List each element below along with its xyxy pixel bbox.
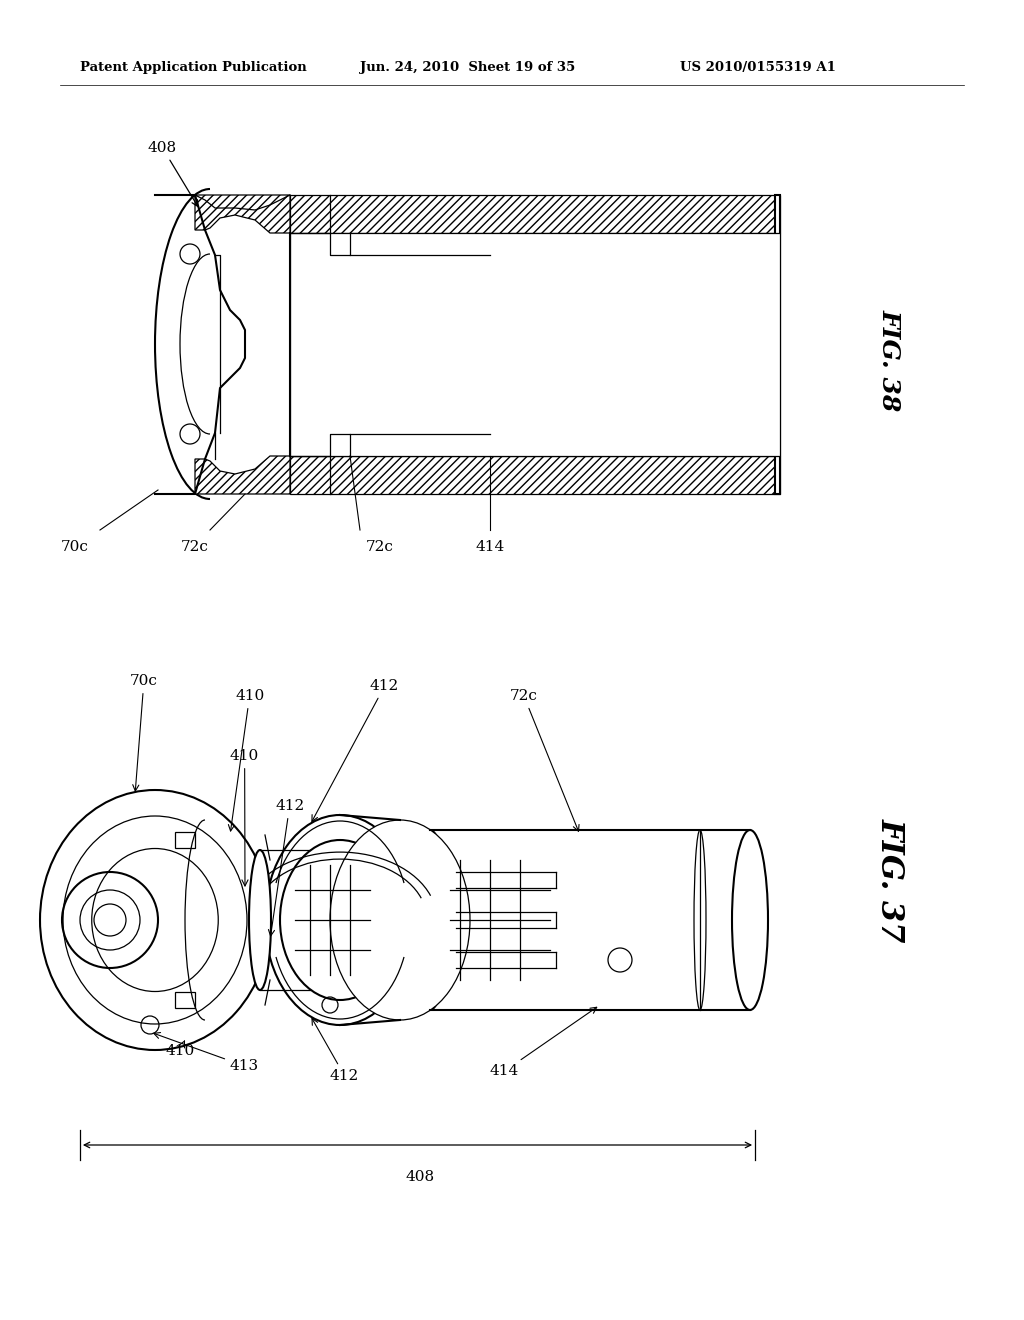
Text: 72c: 72c — [181, 540, 209, 554]
Text: 413: 413 — [154, 1032, 259, 1073]
Ellipse shape — [249, 850, 271, 990]
Text: 414: 414 — [475, 540, 505, 554]
Ellipse shape — [330, 820, 470, 1020]
Ellipse shape — [92, 849, 218, 991]
Text: 412: 412 — [312, 678, 399, 821]
Text: 410: 410 — [228, 689, 264, 832]
Bar — [175, 832, 195, 847]
Text: 410: 410 — [230, 748, 259, 886]
Bar — [775, 195, 780, 494]
Text: US 2010/0155319 A1: US 2010/0155319 A1 — [680, 62, 836, 74]
Text: 414: 414 — [490, 1007, 597, 1078]
Text: 412: 412 — [312, 1019, 359, 1082]
Bar — [175, 993, 195, 1008]
Text: 70c: 70c — [61, 540, 89, 554]
Text: 72c: 72c — [366, 540, 394, 554]
Text: 70c: 70c — [130, 675, 158, 791]
Ellipse shape — [40, 789, 270, 1049]
Ellipse shape — [63, 816, 247, 1024]
Text: 412: 412 — [268, 799, 304, 936]
Text: 410: 410 — [165, 1041, 195, 1059]
Text: 408: 408 — [148, 141, 198, 206]
Bar — [290, 195, 780, 234]
Text: 72c: 72c — [510, 689, 579, 832]
Ellipse shape — [265, 814, 415, 1026]
Bar — [290, 455, 780, 494]
Ellipse shape — [280, 840, 400, 1001]
Text: FIG. 37: FIG. 37 — [874, 818, 905, 942]
Text: FIG. 38: FIG. 38 — [878, 309, 902, 411]
Text: Jun. 24, 2010  Sheet 19 of 35: Jun. 24, 2010 Sheet 19 of 35 — [360, 62, 575, 74]
Polygon shape — [195, 195, 290, 234]
Ellipse shape — [412, 830, 449, 1010]
Bar — [290, 234, 780, 455]
Polygon shape — [195, 455, 290, 494]
Text: Patent Application Publication: Patent Application Publication — [80, 62, 307, 74]
Text: 408: 408 — [406, 1170, 434, 1184]
Ellipse shape — [694, 830, 706, 1010]
Ellipse shape — [732, 830, 768, 1010]
